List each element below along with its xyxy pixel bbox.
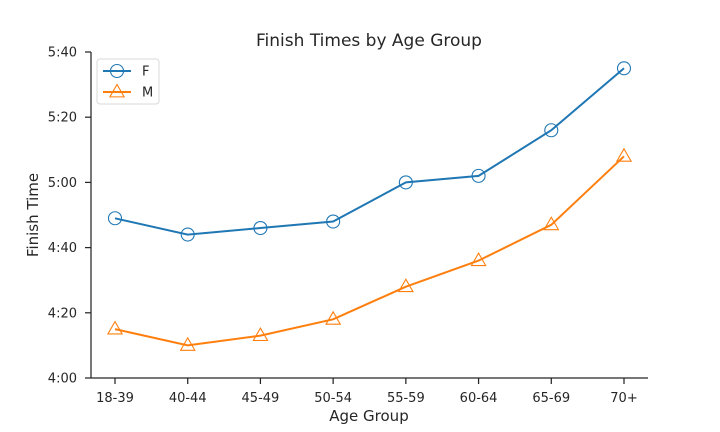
x-axis-label: Age Group bbox=[329, 407, 408, 425]
data-point-f bbox=[253, 220, 268, 236]
x-tick-label: 55-59 bbox=[387, 391, 425, 406]
data-point-f bbox=[180, 227, 195, 242]
data-point-m bbox=[615, 147, 633, 162]
data-point-f bbox=[616, 61, 632, 76]
legend: FM bbox=[96, 58, 160, 105]
data-point-f bbox=[544, 123, 559, 138]
data-point-f bbox=[398, 175, 413, 190]
data-point-m bbox=[470, 252, 487, 267]
series-f bbox=[107, 61, 632, 242]
x-tick-label: 50-54 bbox=[314, 391, 352, 406]
series-m bbox=[106, 147, 633, 351]
legend-marker bbox=[108, 83, 126, 98]
data-point-f bbox=[107, 211, 123, 226]
x-tick-label: 40-44 bbox=[169, 391, 207, 406]
x-tick-label: 70+ bbox=[610, 391, 637, 406]
x-tick-label: 18-39 bbox=[96, 391, 134, 406]
legend-label: F bbox=[142, 65, 149, 80]
legend-marker bbox=[109, 63, 125, 79]
series-line-m bbox=[114, 155, 625, 347]
data-point-m bbox=[325, 310, 342, 325]
x-tick-label: 45-49 bbox=[242, 391, 280, 406]
y-tick-label: 4:40 bbox=[48, 241, 77, 256]
data-point-f bbox=[471, 168, 486, 183]
data-point-m bbox=[106, 320, 124, 335]
data-point-m bbox=[179, 336, 196, 351]
x-tick-label: 60-64 bbox=[460, 391, 498, 406]
y-tick-label: 5:00 bbox=[48, 176, 77, 191]
y-tick-label: 4:20 bbox=[48, 306, 77, 321]
y-axis-label: Finish Time bbox=[24, 173, 42, 257]
data-point-m bbox=[543, 216, 560, 231]
data-point-m bbox=[252, 327, 269, 342]
y-tick-label: 5:20 bbox=[48, 111, 77, 126]
axes: 4:00 4:20 4:40 5:00 5:20 5:40 18-39 40-44 45-49 5… bbox=[48, 46, 648, 406]
legend-label: M bbox=[142, 86, 153, 101]
data-point-f bbox=[326, 214, 341, 229]
chart-title: Finish Times by Age Group bbox=[256, 31, 482, 51]
y-tick-label: 5:40 bbox=[48, 46, 77, 61]
data-point-m bbox=[397, 278, 414, 293]
series-line-f bbox=[114, 67, 625, 236]
x-tick-label: 65-69 bbox=[532, 391, 570, 406]
series-layer bbox=[106, 61, 633, 351]
y-tick-label: 4:00 bbox=[48, 372, 77, 387]
